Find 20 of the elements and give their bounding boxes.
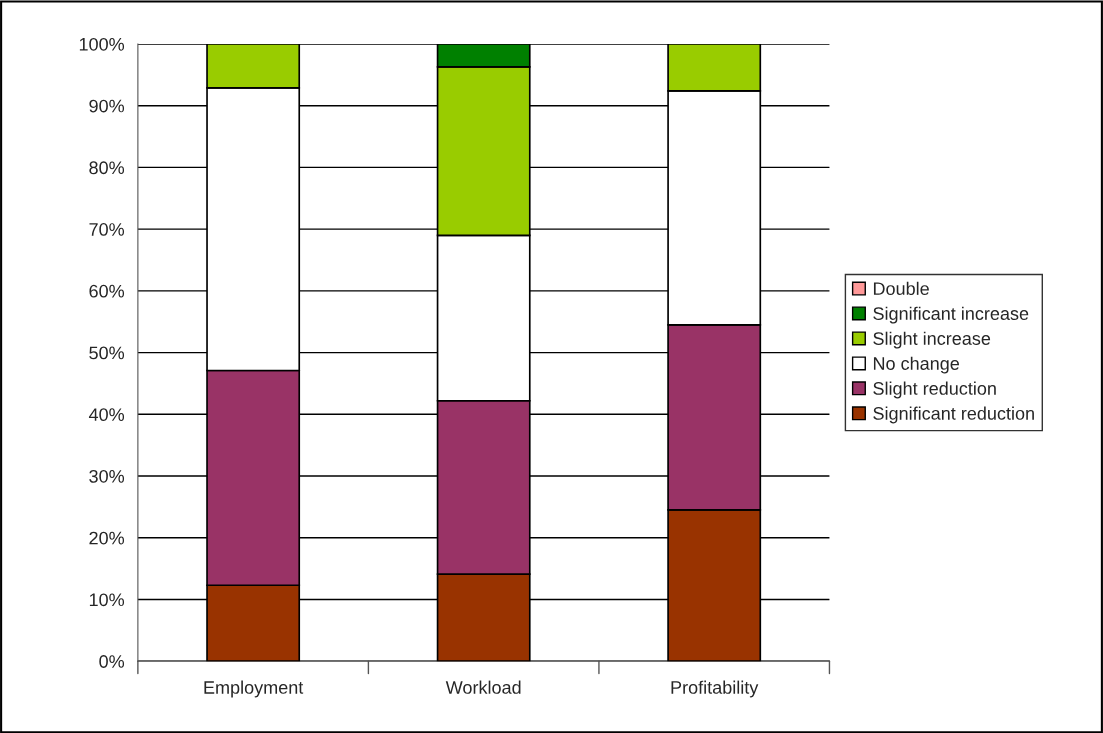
x-tick-label: Workload [445,680,521,694]
y-tick-label: 50% [89,346,125,360]
legend-label: Slight increase [873,331,991,349]
y-tick-label: 100% [79,37,125,51]
y-tick-label: 30% [89,469,125,483]
legend-label: No change [873,356,960,374]
legend-label: Significant increase [873,306,1029,324]
legend-label: Significant reduction [873,406,1034,424]
y-tick-label: 90% [89,99,125,113]
x-tick-label: Employment [204,680,304,698]
legend-label: Double [873,281,929,296]
y-tick-label: 10% [89,593,125,607]
y-tick-label: 80% [89,161,125,175]
y-tick-label: 0% [99,655,125,668]
y-tick-label: 40% [88,408,125,422]
x-tick-label: Profitability [671,680,759,698]
y-tick-label: 70% [89,223,125,236]
legend-label: Slight reduction [873,381,996,399]
y-tick-label: 60% [89,284,125,298]
y-tick-label: 20% [89,531,125,545]
